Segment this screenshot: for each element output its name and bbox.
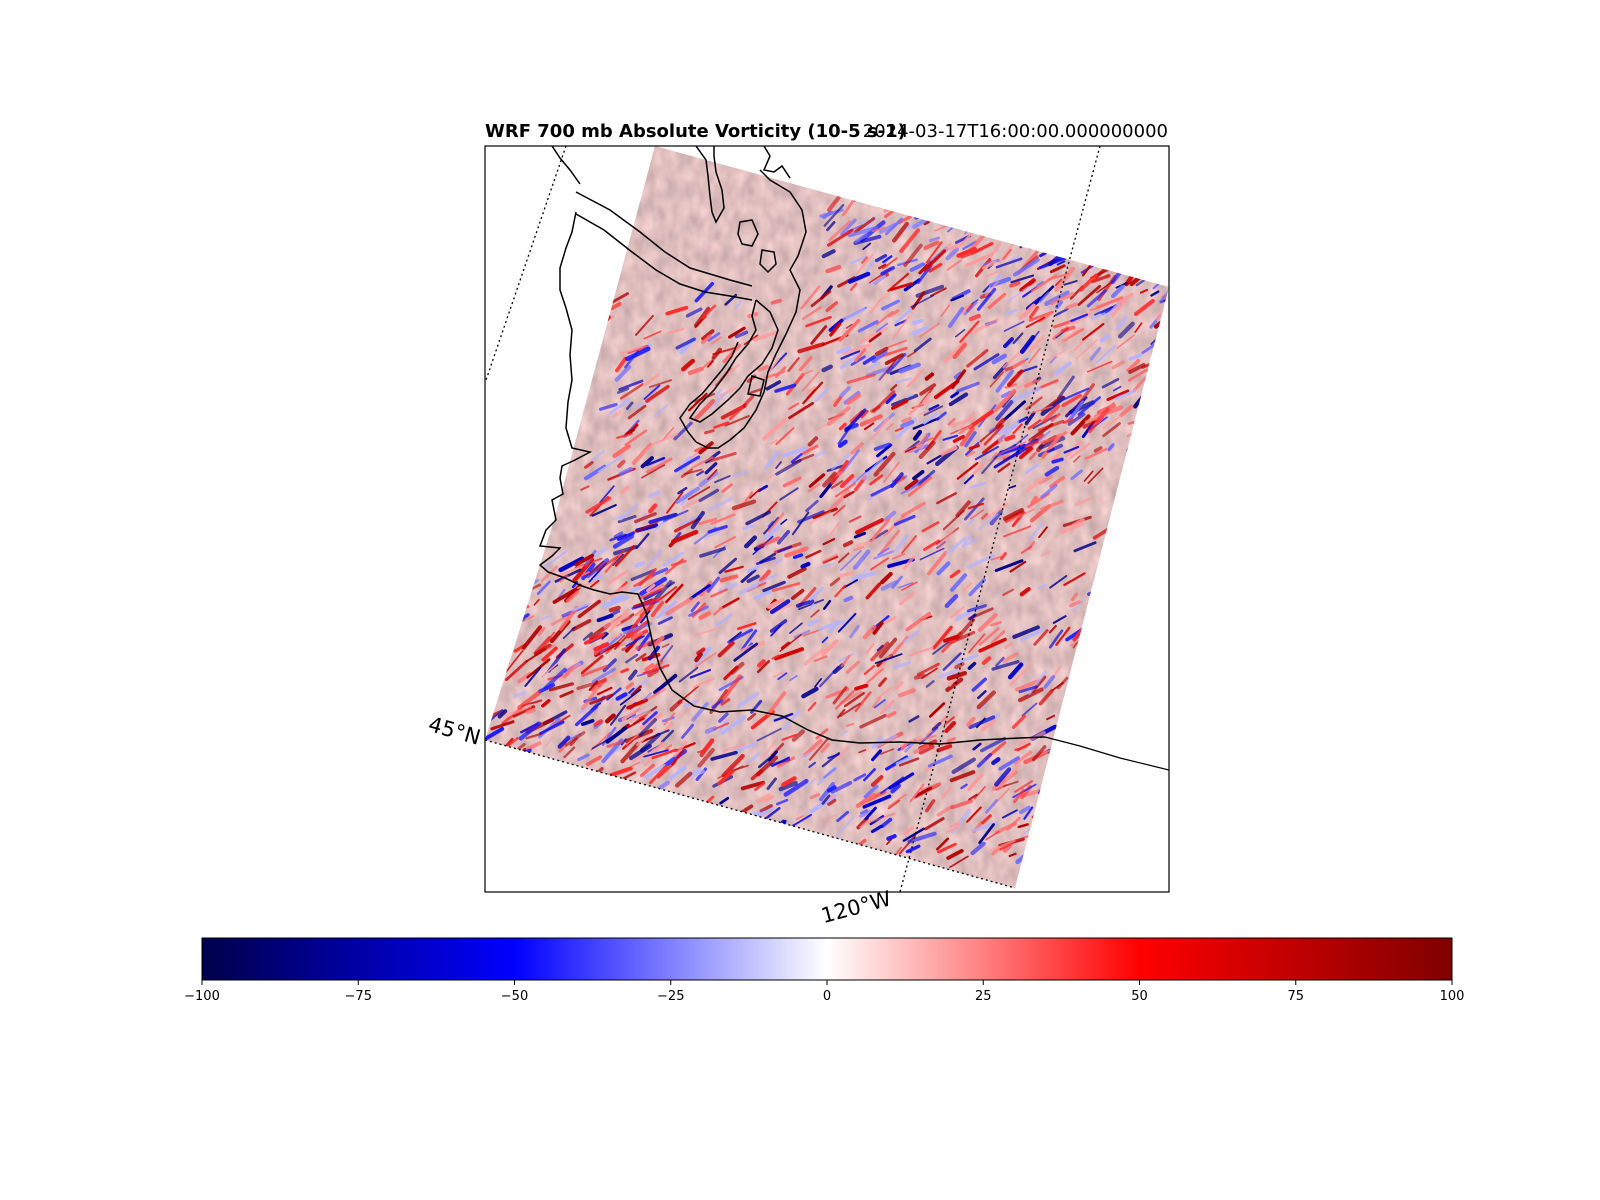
- coastline-island-1: [737, 219, 759, 247]
- colorbar: −100 −75 −50 −25 0 25 50 75 100: [184, 937, 1464, 1004]
- colorbar-tick-label: −50: [501, 989, 528, 1004]
- state-border-east: [1044, 736, 1169, 771]
- coastline-puget-sound-4: [679, 341, 739, 443]
- coastline-strait-north: [575, 191, 753, 287]
- coastlines: [538, 146, 1169, 771]
- coastline-peninsula: [551, 146, 581, 185]
- colorbar-tick-label: −100: [184, 989, 220, 1004]
- coastline-strait-south: [575, 213, 753, 301]
- plot-timestamp: 2024-03-17T16:00:00.000000000: [863, 121, 1168, 142]
- gridline-lat-45n: [485, 739, 1016, 889]
- coastline-island-2: [759, 249, 777, 274]
- gridlines: [485, 146, 1101, 892]
- plot-title: WRF 700 mb Absolute Vorticity (10-5 s-1): [485, 121, 906, 142]
- map-frame: [484, 145, 1170, 893]
- lon-label-120w: 120°W: [819, 886, 894, 928]
- colorbar-tick-label: 75: [1287, 989, 1304, 1004]
- coastline-north-inlet: [762, 146, 791, 179]
- colorbar-ticks: −100 −75 −50 −25 0 25 50 75 100: [184, 980, 1464, 1004]
- colorbar-tick-label: 50: [1131, 989, 1148, 1004]
- map-axes: [484, 145, 1170, 893]
- colorbar-tick-label: −25: [657, 989, 684, 1004]
- coastline-island-3: [747, 375, 765, 397]
- colorbar-tick-label: 25: [975, 989, 992, 1004]
- lat-label-45n: 45°N: [426, 712, 484, 750]
- coastline-west: [538, 211, 1046, 745]
- coastline-puget-sound-3: [695, 169, 807, 449]
- coastline-puget-sound-1: [695, 146, 725, 224]
- colorbar-tick-label: 0: [823, 989, 831, 1004]
- colorbar-gradient: [201, 937, 1453, 981]
- gridline-lon-120w: [899, 146, 1101, 892]
- gridline-lon-left: [485, 146, 567, 384]
- colorbar-tick-label: 100: [1440, 989, 1465, 1004]
- coastline-puget-sound-2: [688, 299, 779, 423]
- colorbar-tick-label: −75: [345, 989, 372, 1004]
